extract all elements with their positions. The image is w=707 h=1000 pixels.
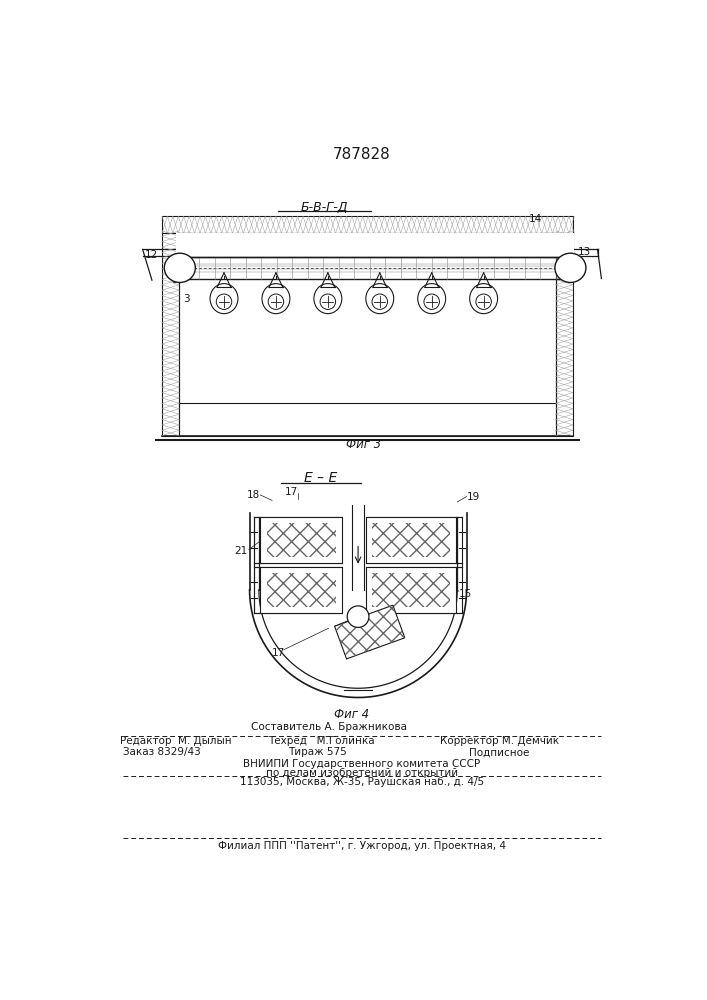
- Text: 19: 19: [467, 492, 480, 502]
- Text: 12: 12: [146, 250, 158, 260]
- Bar: [162, 233, 179, 436]
- Text: 17: 17: [271, 648, 285, 658]
- Bar: [267, 523, 336, 557]
- Ellipse shape: [469, 284, 498, 314]
- Polygon shape: [334, 605, 405, 659]
- Ellipse shape: [366, 284, 394, 314]
- Text: Редактор  М. Дылын: Редактор М. Дылын: [120, 736, 232, 746]
- Circle shape: [320, 294, 336, 309]
- Bar: [260, 567, 341, 613]
- Text: Филиал ППП ''Патент'', г. Ужгород, ул. Проектная, 4: Филиал ППП ''Патент'', г. Ужгород, ул. П…: [218, 841, 506, 851]
- Text: Корректор М. Демчик: Корректор М. Демчик: [440, 736, 559, 746]
- Text: 113035, Москва, Ж-35, Раушская наб., д. 4/5: 113035, Москва, Ж-35, Раушская наб., д. …: [240, 777, 484, 787]
- Bar: [366, 517, 456, 563]
- Bar: [260, 517, 341, 563]
- Text: Фиг 3: Фиг 3: [346, 438, 381, 451]
- Text: 14: 14: [529, 214, 542, 224]
- Circle shape: [424, 294, 440, 309]
- Text: ВНИИПИ Государственного комитета СССР: ВНИИПИ Государственного комитета СССР: [243, 759, 481, 769]
- Text: 15: 15: [458, 589, 472, 599]
- Text: 13: 13: [578, 247, 591, 257]
- Text: Подписное: Подписное: [469, 747, 530, 757]
- Text: Тираж 575: Тираж 575: [288, 747, 346, 757]
- Ellipse shape: [210, 284, 238, 314]
- Bar: [556, 233, 573, 436]
- Ellipse shape: [418, 284, 445, 314]
- Bar: [267, 573, 336, 607]
- Text: 21: 21: [235, 546, 247, 556]
- Text: Фиг 4: Фиг 4: [334, 708, 370, 721]
- Text: Е – Е: Е – Е: [304, 471, 337, 485]
- Circle shape: [476, 294, 491, 309]
- Text: 9: 9: [172, 275, 178, 285]
- Text: Составитель А. Бражникова: Составитель А. Бражникова: [250, 722, 407, 732]
- Ellipse shape: [164, 253, 195, 282]
- Circle shape: [216, 294, 232, 309]
- Text: по делам изобретений и открытий: по делам изобретений и открытий: [266, 768, 458, 778]
- Bar: [162, 216, 573, 233]
- Text: 17: 17: [285, 487, 298, 497]
- Circle shape: [372, 294, 387, 309]
- Ellipse shape: [555, 253, 586, 282]
- Bar: [366, 567, 456, 613]
- Circle shape: [268, 294, 284, 309]
- Bar: [372, 573, 450, 607]
- Text: 787828: 787828: [333, 147, 391, 162]
- Text: 18: 18: [247, 490, 260, 500]
- Bar: [179, 233, 556, 436]
- Ellipse shape: [262, 284, 290, 314]
- Bar: [372, 523, 450, 557]
- Ellipse shape: [314, 284, 341, 314]
- Text: Б-В-Г-Д: Б-В-Г-Д: [301, 201, 349, 214]
- Text: Техред   М.Голинка: Техред М.Голинка: [267, 736, 374, 746]
- Polygon shape: [259, 436, 457, 688]
- Bar: [176, 233, 574, 257]
- Circle shape: [347, 606, 369, 627]
- Text: Заказ 8329/43: Заказ 8329/43: [123, 747, 201, 757]
- Text: 3: 3: [184, 294, 190, 304]
